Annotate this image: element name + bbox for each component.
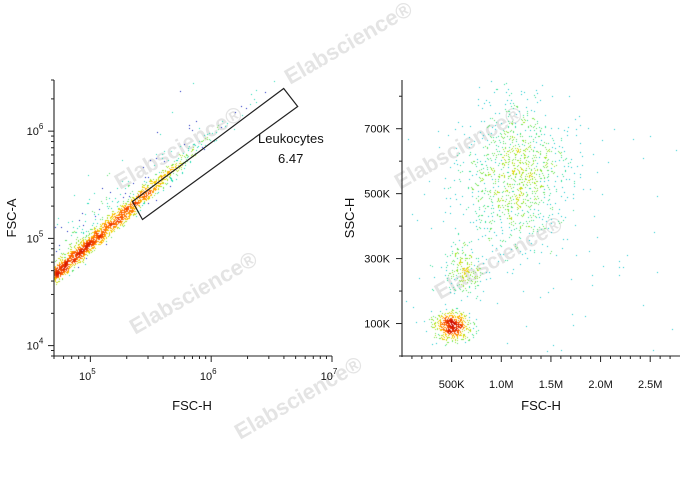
x-tick-label: 1.0M bbox=[489, 379, 513, 391]
left-plot-y-label: FSC-A bbox=[4, 198, 19, 237]
x-tick-label: 2.0M bbox=[588, 379, 612, 391]
y-tick-label: 700K bbox=[364, 124, 390, 136]
y-tick-label: 300K bbox=[364, 254, 390, 266]
right-plot: 500K 1.0M 1.5M 2.0M 2.5M 100K 300K 500K 700K FS… bbox=[342, 80, 680, 413]
right-plot-y-label: SSC-H bbox=[342, 198, 357, 238]
x-tick-label: 105 bbox=[79, 367, 96, 383]
watermark-text: Elabscience® bbox=[230, 351, 367, 444]
x-tick-label: 1.5M bbox=[539, 379, 563, 391]
x-tick-label: 2.5M bbox=[638, 379, 662, 391]
left-plot-x-ticks: 105 106 107 bbox=[53, 356, 338, 383]
left-density-layer bbox=[54, 80, 332, 356]
x-tick-label: 106 bbox=[200, 367, 217, 383]
gate-name-label: Leukocytes bbox=[258, 131, 324, 146]
right-plot-x-label: FSC-H bbox=[521, 398, 561, 413]
y-tick-label: 100K bbox=[364, 319, 390, 331]
right-plot-points bbox=[402, 80, 680, 356]
right-plot-y-ticks: 100K 300K 500K 700K bbox=[364, 95, 402, 357]
y-tick-label: 104 bbox=[27, 337, 44, 353]
watermark-text: Elabscience® bbox=[280, 0, 417, 89]
right-plot-x-ticks: 500K 1.0M 1.5M 2.0M 2.5M bbox=[411, 356, 671, 391]
x-tick-label: 500K bbox=[439, 379, 465, 391]
y-tick-label: 106 bbox=[27, 122, 44, 138]
gate-percent-label: 6.47 bbox=[278, 151, 303, 166]
y-tick-label: 500K bbox=[364, 189, 390, 201]
left-plot-x-label: FSC-H bbox=[172, 398, 212, 413]
y-tick-label: 105 bbox=[27, 229, 44, 245]
leukocytes-gate[interactable] bbox=[131, 87, 299, 221]
right-density-layer bbox=[402, 80, 680, 356]
left-plot-points bbox=[54, 80, 332, 356]
left-plot-y-ticks: 104 105 106 bbox=[27, 79, 54, 357]
